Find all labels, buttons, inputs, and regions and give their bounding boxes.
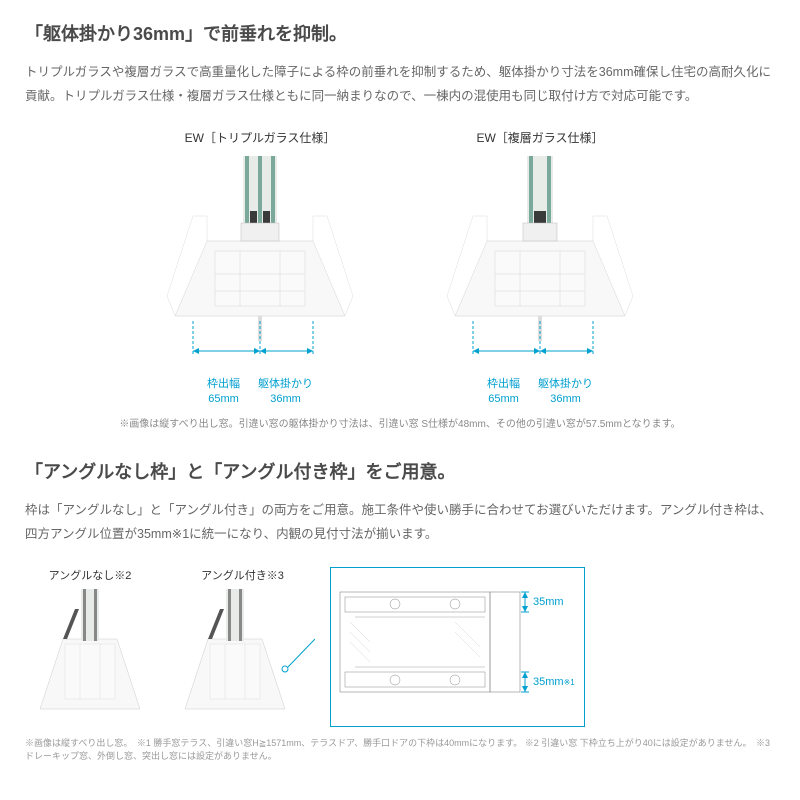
section2-footnote: ※画像は縦すべり出し窓。 ※1 勝手窓テラス、引違い窓H≧1571mm、テラスド… bbox=[25, 737, 775, 764]
frame-cross-section-double bbox=[425, 156, 655, 371]
frame-with-angle: アングル付き※3 bbox=[170, 567, 315, 719]
dim-2b: 躯体掛かり36mm bbox=[538, 377, 593, 408]
section2-row: アングルなし※2 アングル付き※3 bbox=[25, 567, 775, 727]
dim-2a: 枠出幅65mm bbox=[487, 377, 520, 408]
frame-no-angle: アングルなし※2 bbox=[25, 567, 155, 719]
technical-drawing: 35mm 35mm※1 bbox=[330, 567, 585, 727]
callout-35mm-1: 35mm bbox=[533, 596, 564, 608]
section2-title: 「アングルなし枠」と「アングル付き枠」をご用意。 bbox=[25, 458, 775, 484]
diagrams-row: EW［トリプルガラス仕様］ bbox=[25, 129, 775, 408]
section1-note: ※画像は縦すべり出し窓。引違い窓の躯体掛かり寸法は、引違い窓 S仕様が48mm、… bbox=[25, 415, 775, 430]
callout-35mm-2: 35mm※1 bbox=[533, 676, 575, 688]
diagram-label-2: EW［複層ガラス仕様］ bbox=[476, 129, 603, 146]
diagram-triple: EW［トリプルガラス仕様］ bbox=[145, 129, 375, 408]
section2-desc: 枠は「アングルなし」と「アングル付き」の両方をご用意。施工条件や使い勝手に合わせ… bbox=[25, 499, 775, 547]
dim-1b: 躯体掛かり36mm bbox=[258, 377, 313, 408]
section1-desc: トリプルガラスや複層ガラスで高重量化した障子による枠の前垂れを抑制するため、躯体… bbox=[25, 61, 775, 109]
small-frame-svg-1 bbox=[25, 589, 155, 719]
diagram-double: EW［複層ガラス仕様］ bbox=[425, 129, 655, 408]
dim-1a: 枠出幅65mm bbox=[207, 377, 240, 408]
frame-cross-section-triple bbox=[145, 156, 375, 371]
diagram-label-1: EW［トリプルガラス仕様］ bbox=[185, 129, 336, 146]
small-frame-svg-2 bbox=[170, 589, 315, 719]
section1-title: 「躯体掛かり36mm」で前垂れを抑制。 bbox=[25, 20, 775, 46]
